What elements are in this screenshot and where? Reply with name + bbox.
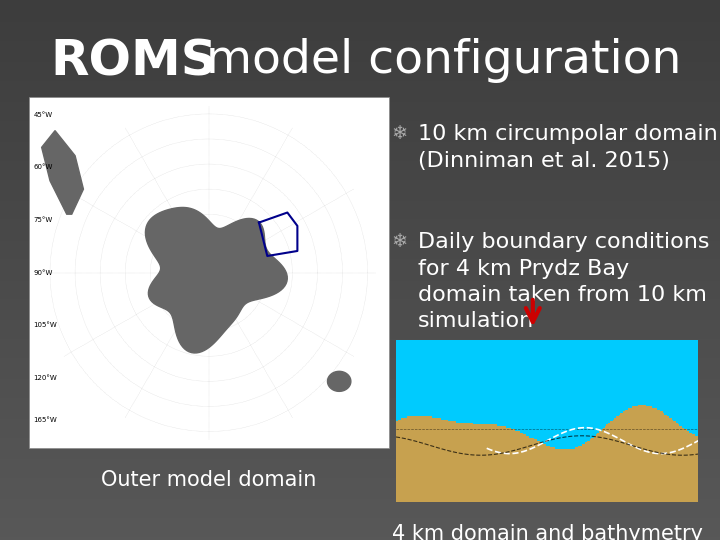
Text: ROMS: ROMS xyxy=(50,38,217,86)
Text: 10 km circumpolar domain
(Dinniman et al. 2015): 10 km circumpolar domain (Dinniman et al… xyxy=(418,124,717,171)
Text: ❄: ❄ xyxy=(392,124,408,143)
Text: 165°W: 165°W xyxy=(33,417,57,423)
Polygon shape xyxy=(42,131,84,214)
Text: 75°W: 75°W xyxy=(33,217,53,223)
Text: 105°W: 105°W xyxy=(33,322,57,328)
Text: 4 km domain and bathymetry: 4 km domain and bathymetry xyxy=(392,524,703,540)
Text: 120°W: 120°W xyxy=(33,375,57,381)
Text: Outer model domain: Outer model domain xyxy=(101,470,317,490)
Text: 45°W: 45°W xyxy=(33,112,53,118)
Text: 90°W: 90°W xyxy=(33,269,53,276)
FancyBboxPatch shape xyxy=(29,97,389,448)
Text: model configuration: model configuration xyxy=(191,38,681,83)
Text: Daily boundary conditions
for 4 km Prydz Bay
domain taken from 10 km
simulation: Daily boundary conditions for 4 km Prydz… xyxy=(418,232,709,332)
Text: 60°W: 60°W xyxy=(33,164,53,171)
Polygon shape xyxy=(145,207,287,353)
Text: ❄: ❄ xyxy=(392,232,408,251)
Polygon shape xyxy=(328,372,351,392)
